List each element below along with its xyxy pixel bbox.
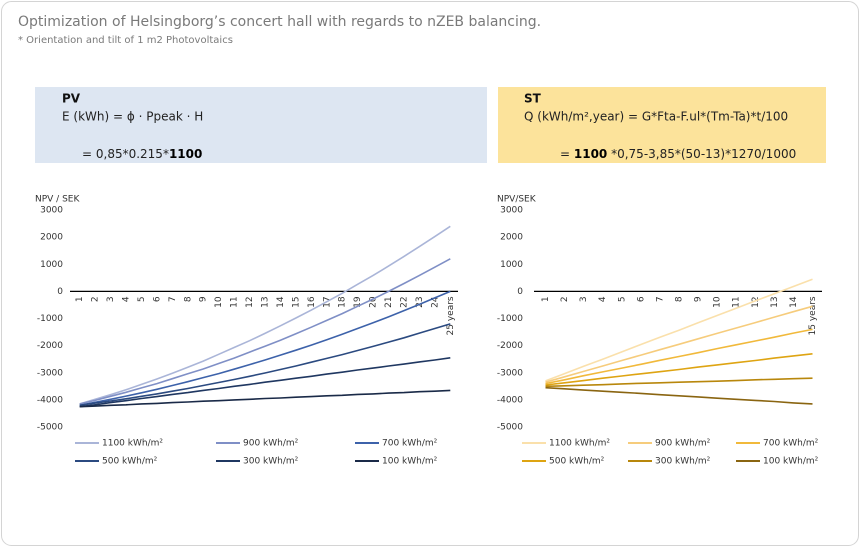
legend-label: 1100 kWh/m² [549,439,610,449]
y-tick-label: -5000 [37,423,63,433]
x-tick-label: 2 [560,296,570,302]
y-tick-label: -3000 [497,368,523,378]
y-tick-label: 2000 [40,233,63,243]
x-tick-label: 24 [430,296,440,308]
formula: Q (kWh/m²,year) = G*Fta-F.ul*(Tm-Ta)*t/1… [524,110,788,124]
legend-label: 1100 kWh/m² [102,439,163,449]
y-tick-label: -2000 [37,341,63,351]
series-line [79,389,451,408]
y-tick-label: 0 [517,287,523,297]
legend-label: 100 kWh/m² [763,457,819,467]
y-axis-label: NPV / SEK [35,195,80,205]
series-line [79,323,451,407]
series-line [79,258,451,405]
legend-label: 900 kWh/m² [655,439,711,449]
x-tick-label: 14 [789,296,799,308]
box-label: PV [62,92,81,106]
series-line [79,290,451,407]
x-tick-label: 11 [732,296,742,307]
x-tick-label: 15 years [808,296,818,335]
x-tick-label: 3 [106,296,116,302]
y-tick-label: 1000 [40,260,63,270]
series-line [545,328,813,385]
legend-label: 700 kWh/m² [382,439,438,449]
x-tick-label: 14 [276,296,286,308]
series-line [545,278,813,382]
calculation-part: = 0,85*0.215* [82,147,169,161]
calculation-part: 1100 [169,147,202,161]
subtitle: * Orientation and tilt of 1 m2 Photovolt… [18,35,233,46]
x-tick-label: 5 [137,296,147,302]
x-tick-label: 12 [751,296,761,307]
x-tick-label: 16 [307,296,317,308]
x-tick-label: 20 [369,296,379,308]
y-tick-label: -1000 [497,314,523,324]
series-line [545,386,813,405]
y-tick-label: 3000 [500,206,523,216]
title: Optimization of Helsingborg’s concert ha… [18,14,541,30]
legend-label: 700 kWh/m² [763,439,819,449]
x-tick-label: 15 [291,296,301,307]
x-tick-label: 19 [353,296,363,308]
calculation-part: = [560,147,574,161]
series-line [545,353,813,386]
series-line [79,225,451,405]
y-tick-label: -3000 [37,368,63,378]
x-tick-label: 25 years [446,296,456,335]
y-tick-label: -4000 [497,395,523,405]
legend-label: 900 kWh/m² [243,439,299,449]
x-tick-label: 11 [230,296,240,307]
x-tick-label: 8 [675,296,685,302]
x-tick-label: 5 [617,296,627,302]
y-tick-label: 3000 [40,206,63,216]
legend-label: 500 kWh/m² [102,457,158,467]
x-tick-label: 10 [214,296,224,308]
series-line [545,305,813,383]
calculation-part: 1100 [574,147,607,161]
x-tick-label: 22 [399,296,409,307]
y-tick-label: -4000 [37,395,63,405]
calculation-part: *0,75-3,85*(50-13)*1270/1000 [607,147,796,161]
y-tick-label: 1000 [500,260,523,270]
x-tick-label: 3 [579,296,589,302]
x-tick-label: 4 [122,296,132,302]
y-tick-label: 0 [57,287,63,297]
y-axis-label: NPV/SEK [497,195,537,205]
calculation: = 1100 *0,75-3,85*(50-13)*1270/1000 [560,147,796,161]
box-label: ST [524,92,542,106]
x-tick-label: 8 [183,296,193,302]
x-tick-label: 2 [91,296,101,302]
x-tick-label: 6 [636,296,646,302]
x-tick-label: 10 [713,296,723,308]
legend-label: 300 kWh/m² [243,457,299,467]
formula-box [35,87,487,163]
legend-label: 300 kWh/m² [655,457,711,467]
x-tick-label: 9 [199,296,209,302]
x-tick-label: 1 [541,296,551,302]
x-tick-label: 9 [694,296,704,302]
x-tick-label: 13 [770,296,780,307]
series-line [79,357,451,408]
y-tick-label: -5000 [497,423,523,433]
x-tick-label: 12 [245,296,255,307]
x-tick-label: 4 [598,296,608,302]
x-tick-label: 18 [338,296,348,308]
x-tick-label: 23 [415,296,425,307]
y-tick-label: -1000 [37,314,63,324]
x-tick-label: 13 [261,296,271,307]
x-tick-label: 6 [152,296,162,302]
y-tick-label: 2000 [500,233,523,243]
x-tick-label: 21 [384,296,394,307]
y-tick-label: -2000 [497,341,523,351]
x-tick-label: 7 [655,296,665,302]
legend-label: 100 kWh/m² [382,457,438,467]
x-tick-label: 1 [75,296,85,302]
calculation: = 0,85*0.215*1100 [82,147,202,161]
x-tick-label: 7 [168,296,178,302]
series-line [545,377,813,388]
formula-box [498,87,826,163]
legend-label: 500 kWh/m² [549,457,605,467]
formula: E (kWh) = ϕ · Ppeak · H [62,110,203,124]
